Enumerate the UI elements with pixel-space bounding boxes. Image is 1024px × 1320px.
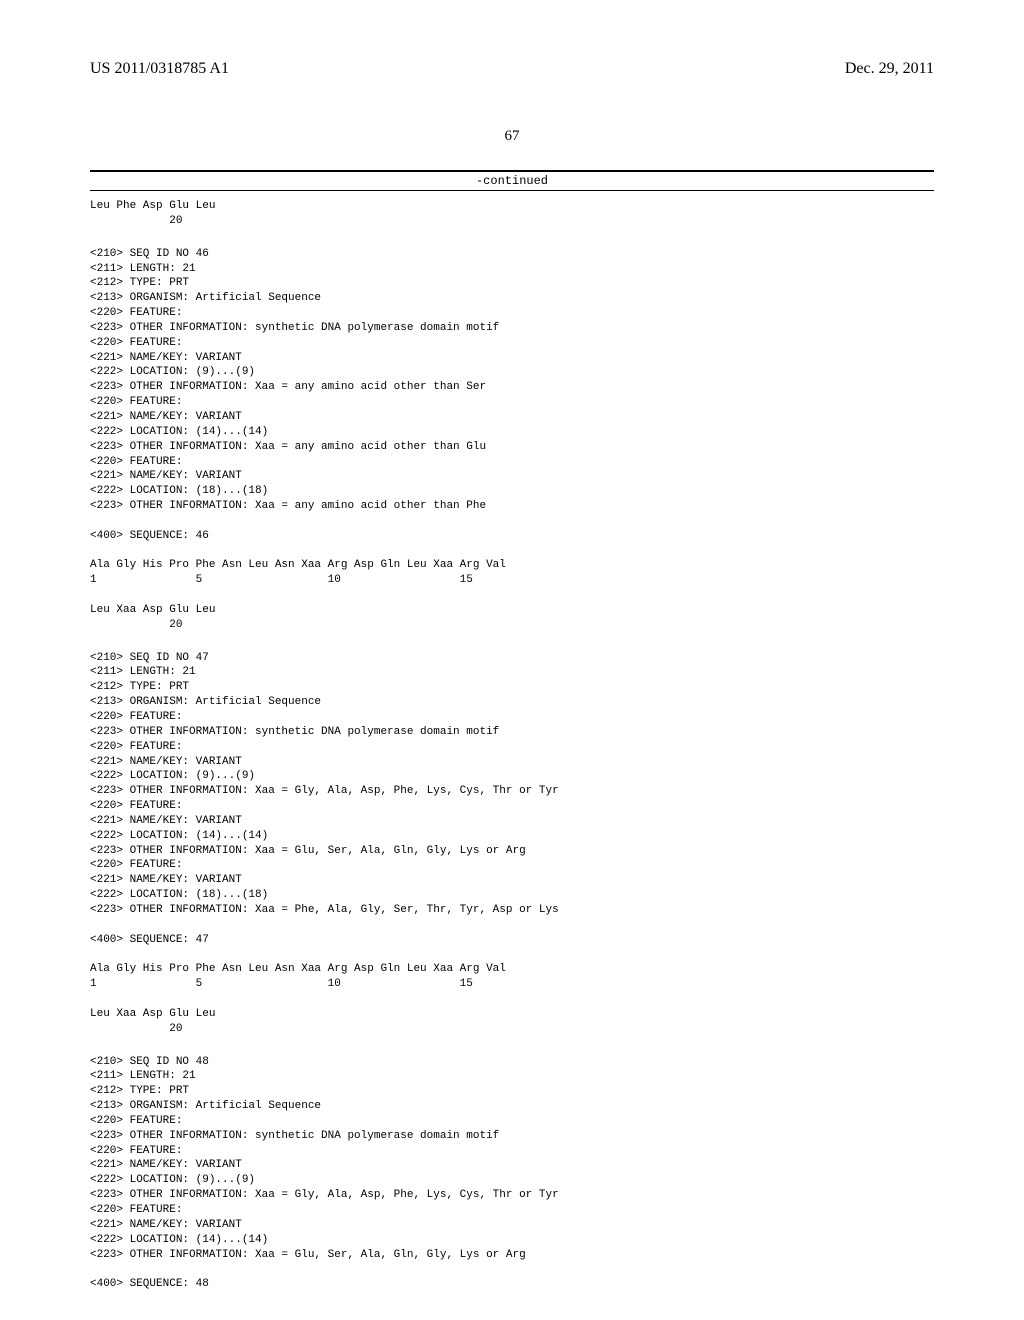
seq-line: <210> SEQ ID NO 46 (90, 248, 209, 260)
seq-line: <213> ORGANISM: Artificial Sequence (90, 696, 321, 708)
seq-block-46: <210> SEQ ID NO 46 <211> LENGTH: 21 <212… (90, 247, 934, 633)
seq-line: <211> LENGTH: 21 (90, 263, 196, 275)
seq-line: <221> NAME/KEY: VARIANT (90, 1219, 242, 1231)
seq-line: <222> LOCATION: (18)...(18) (90, 889, 268, 901)
seq-line: <221> NAME/KEY: VARIANT (90, 411, 242, 423)
seq-line: <223> OTHER INFORMATION: synthetic DNA p… (90, 1130, 499, 1142)
seq-line: <223> OTHER INFORMATION: Xaa = Phe, Ala,… (90, 904, 559, 916)
seq-line: <212> TYPE: PRT (90, 1085, 189, 1097)
seq-line: <220> FEATURE: (90, 337, 182, 349)
page-header: US 2011/0318785 A1 Dec. 29, 2011 (90, 60, 934, 78)
seq-fragment-top: Leu Phe Asp Glu Leu 20 (90, 199, 934, 229)
continued-rule: -continued (90, 170, 934, 191)
seq-line: Leu Xaa Asp Glu Leu (90, 1008, 215, 1020)
seq-line: <213> ORGANISM: Artificial Sequence (90, 1100, 321, 1112)
seq-line: 20 (90, 1023, 182, 1035)
seq-line: <222> LOCATION: (14)...(14) (90, 830, 268, 842)
seq-line: <213> ORGANISM: Artificial Sequence (90, 292, 321, 304)
seq-line: Ala Gly His Pro Phe Asn Leu Asn Xaa Arg … (90, 559, 506, 571)
seq-line: <211> LENGTH: 21 (90, 1070, 196, 1082)
seq-line: <220> FEATURE: (90, 307, 182, 319)
seq-line: <210> SEQ ID NO 47 (90, 652, 209, 664)
seq-line: Ala Gly His Pro Phe Asn Leu Asn Xaa Arg … (90, 963, 506, 975)
seq-line: 20 (90, 619, 182, 631)
seq-block-47: <210> SEQ ID NO 47 <211> LENGTH: 21 <212… (90, 651, 934, 1037)
seq-line: <223> OTHER INFORMATION: Xaa = Gly, Ala,… (90, 1189, 559, 1201)
seq-line: <400> SEQUENCE: 47 (90, 934, 209, 946)
seq-line: <222> LOCATION: (18)...(18) (90, 485, 268, 497)
seq-line: <220> FEATURE: (90, 859, 182, 871)
seq-line: <223> OTHER INFORMATION: Xaa = Glu, Ser,… (90, 845, 526, 857)
seq-line: <223> OTHER INFORMATION: Xaa = any amino… (90, 381, 486, 393)
seq-line: <222> LOCATION: (14)...(14) (90, 1234, 268, 1246)
seq-line: <223> OTHER INFORMATION: Xaa = any amino… (90, 441, 486, 453)
seq-line: <220> FEATURE: (90, 1204, 182, 1216)
publication-number: US 2011/0318785 A1 (90, 60, 229, 78)
seq-line: <221> NAME/KEY: VARIANT (90, 1159, 242, 1171)
page-container: US 2011/0318785 A1 Dec. 29, 2011 67 -con… (0, 0, 1024, 1320)
seq-line: 1 5 10 15 (90, 978, 473, 990)
publication-date: Dec. 29, 2011 (845, 60, 934, 78)
seq-line: 1 5 10 15 (90, 574, 473, 586)
seq-line: <212> TYPE: PRT (90, 681, 189, 693)
seq-line: <210> SEQ ID NO 48 (90, 1056, 209, 1068)
seq-line: <221> NAME/KEY: VARIANT (90, 352, 242, 364)
seq-line: <220> FEATURE: (90, 1145, 182, 1157)
seq-line: <222> LOCATION: (9)...(9) (90, 366, 255, 378)
seq-line: <220> FEATURE: (90, 800, 182, 812)
seq-line: <221> NAME/KEY: VARIANT (90, 756, 242, 768)
seq-line: <222> LOCATION: (9)...(9) (90, 770, 255, 782)
seq-line: <222> LOCATION: (9)...(9) (90, 1174, 255, 1186)
seq-line: <220> FEATURE: (90, 711, 182, 723)
seq-line: <211> LENGTH: 21 (90, 666, 196, 678)
seq-line: <223> OTHER INFORMATION: Xaa = Glu, Ser,… (90, 1249, 526, 1261)
continued-label: -continued (90, 174, 934, 188)
seq-line: <400> SEQUENCE: 48 (90, 1278, 209, 1290)
seq-line: Leu Xaa Asp Glu Leu (90, 604, 215, 616)
seq-line: <221> NAME/KEY: VARIANT (90, 815, 242, 827)
seq-line: <400> SEQUENCE: 46 (90, 530, 209, 542)
seq-line: <212> TYPE: PRT (90, 277, 189, 289)
seq-line: <222> LOCATION: (14)...(14) (90, 426, 268, 438)
seq-line: <220> FEATURE: (90, 1115, 182, 1127)
seq-line: <220> FEATURE: (90, 741, 182, 753)
seq-line: <223> OTHER INFORMATION: synthetic DNA p… (90, 726, 499, 738)
seq-line: <221> NAME/KEY: VARIANT (90, 874, 242, 886)
seq-line: <220> FEATURE: (90, 456, 182, 468)
seq-block-48: <210> SEQ ID NO 48 <211> LENGTH: 21 <212… (90, 1055, 934, 1293)
seq-line: <221> NAME/KEY: VARIANT (90, 470, 242, 482)
seq-line: <223> OTHER INFORMATION: Xaa = Gly, Ala,… (90, 785, 559, 797)
seq-line: <223> OTHER INFORMATION: synthetic DNA p… (90, 322, 499, 334)
page-number: 67 (90, 128, 934, 145)
seq-line: <223> OTHER INFORMATION: Xaa = any amino… (90, 500, 486, 512)
seq-line: <220> FEATURE: (90, 396, 182, 408)
